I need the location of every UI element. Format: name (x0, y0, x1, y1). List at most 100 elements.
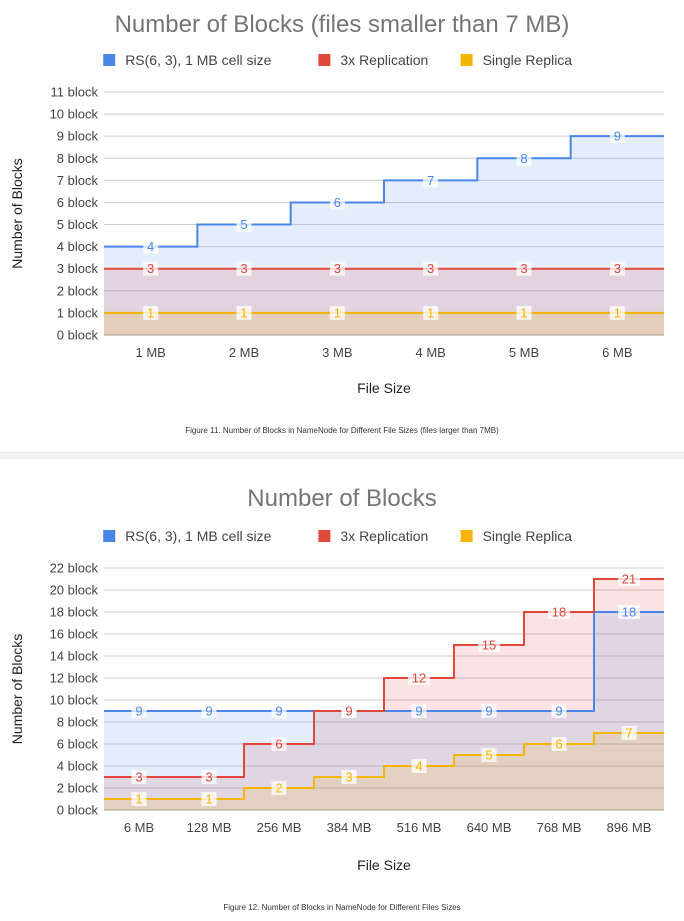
data-label: 3 (609, 261, 625, 276)
data-label: 9 (341, 704, 357, 719)
data-label-text: 3 (135, 770, 142, 785)
data-label-text: 1 (240, 305, 247, 320)
data-label-text: 1 (205, 792, 212, 807)
data-label-text: 15 (482, 638, 496, 653)
data-label-text: 18 (622, 605, 636, 620)
y-tick-label: 20 block (50, 583, 99, 598)
data-label-text: 3 (614, 261, 621, 276)
y-tick-label: 9 block (57, 129, 99, 144)
data-label: 9 (481, 704, 497, 719)
x-tick-label: 1 MB (135, 345, 165, 360)
data-label-bg (423, 173, 439, 188)
chart-1-svg: Number of Blocks (files smaller than 7 M… (9, 11, 664, 396)
x-axis-label: File Size (357, 857, 411, 873)
data-label-text: 6 (334, 195, 341, 210)
y-tick-label: 4 block (57, 759, 99, 774)
data-label-bg (236, 217, 252, 232)
data-label-text: 3 (427, 261, 434, 276)
x-axis-label: File Size (357, 380, 411, 396)
data-label: 21 (618, 572, 640, 587)
data-label-text: 3 (345, 770, 352, 785)
y-tick-label: 16 block (50, 627, 99, 642)
legend-item: Single Replica (460, 52, 573, 68)
data-label: 9 (271, 704, 287, 719)
x-tick-label: 3 MB (322, 345, 352, 360)
legend-label: RS(6, 3), 1 MB cell size (125, 52, 271, 68)
data-label-text: 18 (552, 605, 566, 620)
series-line (104, 732, 664, 800)
data-label-bg (609, 129, 625, 144)
data-label: 6 (329, 195, 345, 210)
data-label-bg (551, 704, 567, 718)
y-tick-label: 0 block (57, 328, 99, 343)
legend-label: 3x Replication (340, 52, 428, 68)
y-tick-label: 0 block (57, 803, 99, 818)
data-label-text: 1 (614, 305, 621, 320)
data-label-bg (201, 704, 217, 718)
chart-title: Number of Blocks (247, 485, 436, 512)
legend-item: Single Replica (460, 528, 573, 544)
data-label-bg (516, 261, 532, 276)
data-label: 2 (271, 781, 287, 796)
figure-12-caption: Figure 12. Number of Blocks in NameNode … (223, 903, 461, 912)
data-label-bg (481, 748, 497, 762)
legend-item: RS(6, 3), 1 MB cell size (103, 52, 272, 68)
legend-swatch (460, 530, 473, 542)
data-label: 1 (609, 305, 625, 320)
series-line (104, 578, 664, 778)
data-label-text: 9 (415, 704, 422, 719)
y-tick-label: 18 block (50, 605, 99, 620)
x-tick-label: 896 MB (607, 820, 652, 835)
data-label-text: 1 (427, 305, 434, 320)
data-label: 9 (201, 704, 217, 719)
x-tick-label: 768 MB (537, 820, 582, 835)
data-label-text: 7 (625, 726, 632, 741)
data-label-bg (423, 261, 439, 276)
data-label-bg (481, 704, 497, 718)
y-tick-label: 7 block (57, 173, 99, 188)
data-label: 3 (341, 770, 357, 785)
legend-label: Single Replica (483, 52, 573, 68)
chart-2-svg: Number of Blocks RS(6, 3), 1 MB cell size… (9, 485, 664, 873)
data-label-text: 9 (135, 704, 142, 719)
data-label-bg (621, 726, 637, 740)
data-label-text: 9 (275, 704, 282, 719)
series-line (104, 135, 664, 248)
data-label: 6 (271, 737, 287, 752)
x-tick-label: 128 MB (187, 820, 232, 835)
data-label-bg (618, 605, 640, 619)
legend-label: Single Replica (483, 528, 573, 544)
data-label-text: 1 (334, 305, 341, 320)
y-tick-label: 2 block (57, 781, 99, 796)
data-label-bg (411, 704, 427, 718)
y-tick-label: 10 block (50, 107, 99, 122)
legend-swatch (318, 54, 331, 66)
y-tick-label: 6 block (57, 737, 99, 752)
series-area (104, 136, 664, 335)
data-label: 3 (329, 261, 345, 276)
data-label: 3 (201, 770, 217, 785)
data-label-text: 9 (555, 704, 562, 719)
data-label-bg (408, 671, 430, 685)
y-tick-label: 3 block (57, 261, 99, 276)
data-label-bg (271, 781, 287, 795)
x-tick-label: 5 MB (509, 345, 539, 360)
data-label: 1 (143, 305, 159, 320)
y-tick-label: 22 block (50, 561, 99, 576)
data-label-text: 1 (520, 305, 527, 320)
data-label: 1 (201, 792, 217, 807)
legend-label: 3x Replication (340, 528, 428, 544)
legend-swatch (103, 54, 116, 66)
data-label-text: 6 (275, 737, 282, 752)
data-label-bg (131, 704, 147, 718)
y-tick-label: 11 block (51, 85, 99, 100)
data-label: 3 (236, 261, 252, 276)
data-label-text: 9 (614, 129, 621, 144)
chart-figure-11: Number of Blocks (files smaller than 7 M… (0, 0, 684, 450)
data-label: 18 (618, 605, 640, 620)
y-tick-label: 6 block (57, 195, 99, 210)
x-tick-label: 6 MB (124, 820, 154, 835)
data-label-bg (143, 305, 159, 320)
y-tick-label: 2 block (57, 283, 99, 298)
data-label-text: 8 (520, 151, 527, 166)
